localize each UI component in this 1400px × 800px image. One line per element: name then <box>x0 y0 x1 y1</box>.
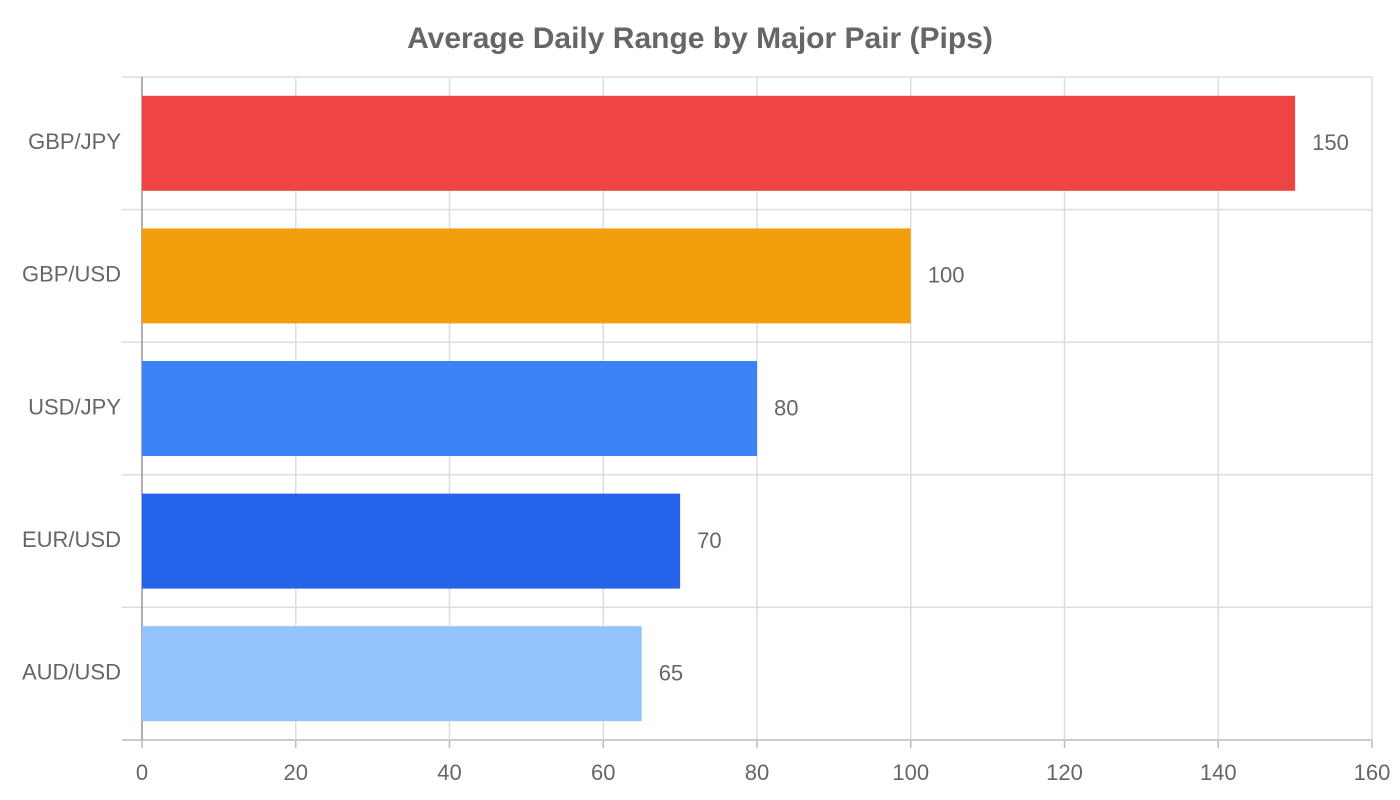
value-label: 100 <box>928 263 965 288</box>
chart-title: Average Daily Range by Major Pair (Pips) <box>407 22 993 55</box>
y-tick-label: GBP/JPY <box>28 129 121 154</box>
value-label: 65 <box>659 661 683 686</box>
value-label: 70 <box>697 528 721 553</box>
bar <box>142 493 681 589</box>
x-tick-label: 20 <box>284 760 308 785</box>
y-tick-label: AUD/USD <box>22 660 121 685</box>
bar <box>142 228 911 324</box>
x-tick-label: 160 <box>1354 760 1391 785</box>
x-tick-label: 100 <box>892 760 929 785</box>
y-tick-label: USD/JPY <box>28 394 121 419</box>
x-tick-label: 140 <box>1200 760 1237 785</box>
x-tick-label: 80 <box>745 760 769 785</box>
x-tick-label: 0 <box>136 760 148 785</box>
y-tick-label: GBP/USD <box>22 262 121 287</box>
x-tick-label: 60 <box>591 760 615 785</box>
bar <box>142 626 642 722</box>
bar <box>142 95 1296 191</box>
value-label: 80 <box>774 395 798 420</box>
x-tick-label: 40 <box>437 760 461 785</box>
bar <box>142 361 757 456</box>
y-tick-label: EUR/USD <box>22 527 121 552</box>
value-label: 150 <box>1312 130 1349 155</box>
x-tick-label: 120 <box>1046 760 1083 785</box>
